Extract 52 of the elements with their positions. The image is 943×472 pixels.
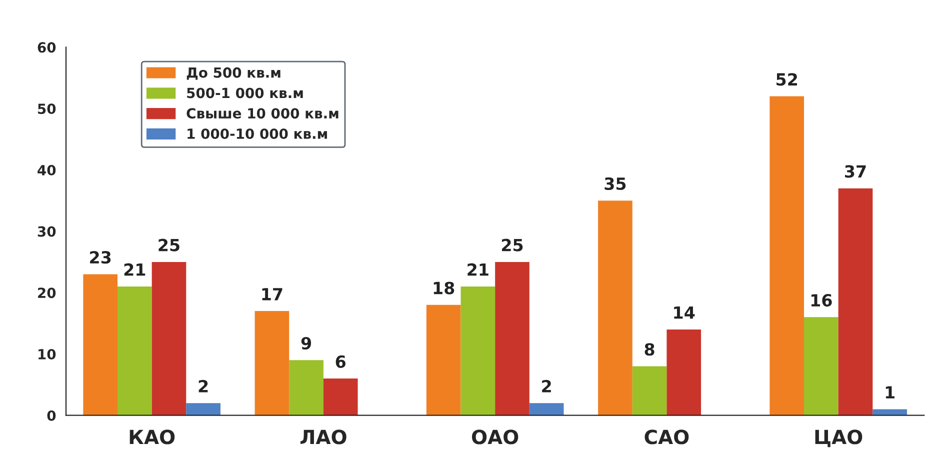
bar <box>83 274 118 416</box>
y-tick-label: 10 <box>38 348 56 360</box>
legend-label: 500-1 000 кв.м <box>187 88 303 98</box>
x-tick-label: САО <box>644 430 689 444</box>
bar <box>666 329 702 416</box>
data-label: 16 <box>811 294 832 307</box>
data-label: 35 <box>604 177 626 190</box>
bar <box>186 403 220 416</box>
legend-label: До 500 кв.м <box>186 67 280 80</box>
data-label: 17 <box>262 288 282 300</box>
x-tick-label: ОАО <box>472 430 518 444</box>
bar <box>289 360 324 416</box>
bar <box>598 200 632 416</box>
bar <box>770 96 804 416</box>
legend-label: 1 000-10 000 кв.м <box>188 128 327 139</box>
data-label: 21 <box>468 263 488 276</box>
y-tick-label: 30 <box>38 226 56 237</box>
legend-label: Свыше 10 000 кв.м <box>186 108 338 119</box>
data-label: 8 <box>644 343 654 356</box>
bar <box>804 317 838 416</box>
data-label: 14 <box>674 306 695 319</box>
data-label: 1 <box>886 386 894 398</box>
data-label: 37 <box>845 165 866 178</box>
data-label: 18 <box>434 282 454 294</box>
x-tick-label: КАО <box>130 430 175 444</box>
data-label: 25 <box>158 238 180 252</box>
data-label: 52 <box>776 73 797 86</box>
y-tick-label: 40 <box>38 164 56 176</box>
data-label: 21 <box>124 263 146 276</box>
bar <box>118 286 152 416</box>
x-tick-label: ЦАО <box>815 430 862 448</box>
y-tick-label: 60 <box>38 42 56 53</box>
y-tick-label: 50 <box>38 104 56 114</box>
data-label: 6 <box>336 355 346 368</box>
bar <box>872 409 907 416</box>
bar <box>838 188 873 416</box>
bar <box>152 262 186 416</box>
x-tick-label: ЛАО <box>300 430 346 444</box>
data-label: 2 <box>198 380 208 392</box>
data-label: 23 <box>90 251 111 264</box>
data-label: 25 <box>502 238 523 252</box>
bar <box>426 304 461 416</box>
bar <box>529 403 564 416</box>
data-label: 9 <box>301 336 312 350</box>
data-label: 2 <box>542 380 551 392</box>
bar <box>254 311 290 416</box>
bar <box>632 366 667 416</box>
bar <box>495 262 530 416</box>
bar <box>323 378 358 416</box>
bar <box>460 286 496 416</box>
y-tick-label: 20 <box>38 288 56 298</box>
y-tick-label: 0 <box>47 410 56 421</box>
